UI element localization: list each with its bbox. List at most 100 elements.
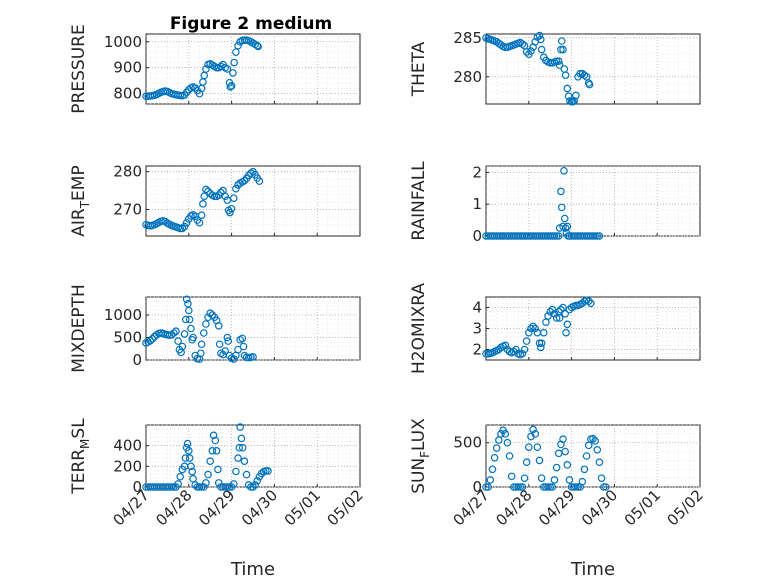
data-point	[561, 447, 569, 456]
data-point	[576, 69, 584, 78]
data-point	[242, 470, 251, 479]
x-tick-label: 04/27	[110, 486, 153, 529]
data-point	[557, 305, 565, 314]
data-point	[212, 63, 221, 72]
data-point	[574, 483, 582, 491]
data-point	[544, 483, 552, 491]
y-tick-label: 285	[453, 29, 482, 47]
data-point	[563, 222, 572, 231]
data-point	[522, 458, 531, 467]
series-markers	[142, 295, 257, 363]
data-point	[501, 430, 510, 438]
x-tick-label: 04/28	[152, 486, 195, 529]
data-point	[253, 476, 262, 485]
data-point	[524, 443, 533, 451]
y-tick-label: 800	[113, 85, 142, 103]
data-point	[214, 321, 223, 330]
y-tick-label: 270	[113, 201, 142, 219]
y-axis-label: H2OMIXRA	[409, 283, 429, 374]
data-point	[262, 467, 270, 475]
y-tick-label: 1000	[104, 306, 142, 324]
y-tick-label: 4	[472, 299, 482, 317]
data-point	[227, 204, 236, 213]
data-point	[204, 187, 212, 196]
data-point	[217, 188, 225, 197]
data-point	[595, 458, 604, 467]
data-point	[185, 447, 193, 455]
data-point	[206, 309, 215, 318]
data-point	[227, 82, 236, 90]
data-point	[544, 312, 552, 320]
data-point	[580, 71, 589, 80]
data-point	[185, 306, 193, 315]
y-tick-label: 2	[472, 163, 482, 181]
data-point	[578, 477, 587, 486]
data-point	[253, 41, 262, 50]
panel-mixdepth: 0 500 1000 MIXDEPTH	[69, 284, 361, 373]
data-point	[185, 454, 194, 462]
data-point	[182, 295, 191, 304]
data-point	[223, 333, 232, 342]
data-point	[554, 232, 563, 240]
data-point	[563, 320, 572, 329]
data-point	[550, 232, 559, 240]
data-point	[572, 91, 580, 100]
x-tick-label: 04/30	[578, 486, 621, 529]
data-point	[223, 65, 232, 73]
data-point	[561, 224, 570, 232]
data-point	[555, 314, 564, 322]
y-tick-label: 0	[472, 478, 482, 496]
data-point	[552, 232, 561, 240]
data-point	[580, 465, 589, 474]
data-point	[537, 339, 546, 348]
y-tick-label: 0	[472, 227, 482, 245]
data-point	[229, 194, 238, 202]
x-tick-label: 04/28	[492, 486, 535, 529]
series-markers	[482, 296, 595, 359]
panel-sun_flux: 0 500 SUNFLUX 04/27 04/28 04/29 04/30 05/01 05/0…	[409, 418, 707, 580]
data-point	[559, 435, 567, 443]
data-point	[174, 480, 182, 488]
data-point	[531, 324, 540, 333]
x-tick-label: 04/30	[238, 486, 281, 529]
data-point	[209, 431, 218, 440]
series-markers	[142, 167, 264, 233]
data-point	[507, 472, 516, 481]
data-point	[202, 65, 210, 73]
y-tick-label: 2	[472, 341, 482, 359]
y-tick-label: 1000	[104, 33, 142, 51]
data-point	[196, 349, 205, 358]
data-point	[148, 335, 157, 343]
y-tick-label: 900	[113, 59, 142, 77]
data-point	[229, 69, 237, 77]
data-point	[247, 483, 255, 491]
data-point	[264, 467, 272, 475]
data-point	[180, 222, 189, 231]
y-axis-label: AIRTEMP	[69, 165, 92, 236]
data-point	[178, 224, 187, 233]
data-point	[204, 470, 212, 479]
data-point	[239, 342, 248, 351]
data-point	[254, 42, 262, 51]
y-axis-label: RAINFALL	[409, 161, 429, 241]
data-point	[536, 35, 545, 44]
data-point	[214, 465, 222, 474]
y-tick-label: 280	[113, 163, 142, 181]
data-point	[535, 31, 544, 40]
data-point	[251, 481, 259, 489]
data-point	[238, 443, 247, 452]
data-point	[584, 297, 593, 306]
data-point	[172, 327, 180, 336]
data-point	[559, 45, 567, 54]
data-point	[550, 476, 559, 484]
data-point	[188, 467, 197, 476]
data-point	[524, 328, 533, 337]
data-point	[561, 71, 570, 80]
y-axis-label: TERRMSL	[69, 418, 92, 495]
data-point	[234, 345, 242, 354]
data-point	[224, 337, 232, 345]
data-point	[516, 483, 525, 491]
y-tick-label: 400	[113, 437, 142, 455]
data-point	[238, 334, 247, 343]
